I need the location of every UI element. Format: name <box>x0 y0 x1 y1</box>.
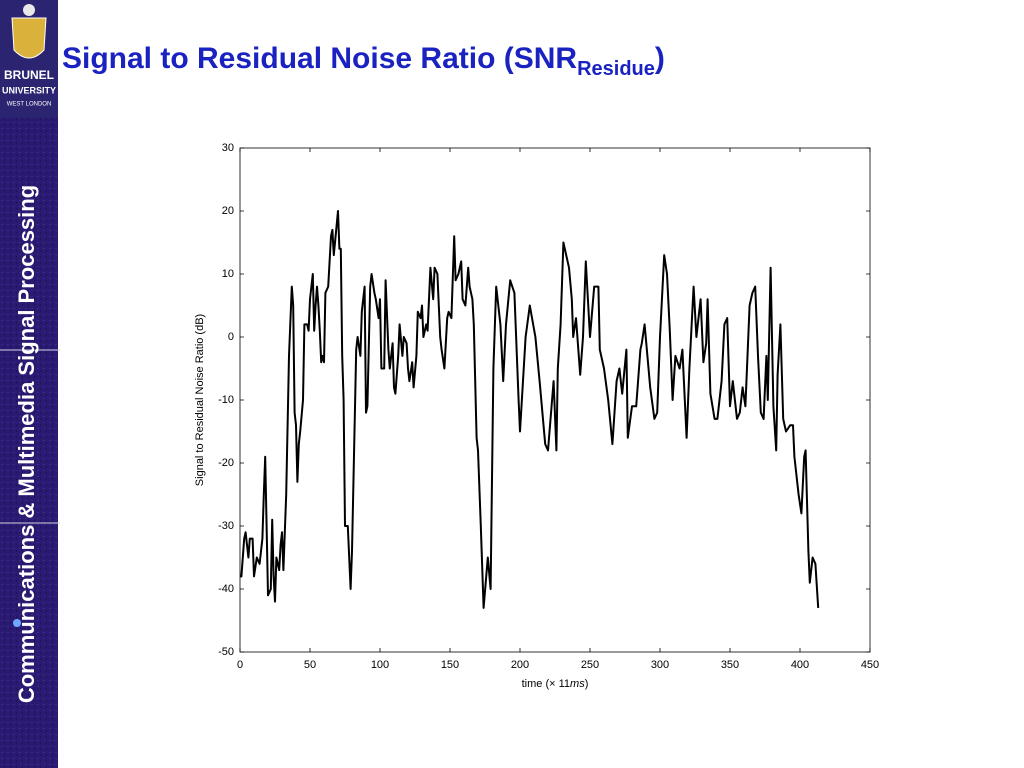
y-tick-label: 0 <box>228 331 234 343</box>
y-axis-label: Signal to Residual Noise Ratio (dB) <box>194 314 206 486</box>
x-tick-label: 200 <box>511 659 529 671</box>
x-tick-label: 50 <box>304 659 316 671</box>
x-tick-label: 450 <box>861 659 879 671</box>
logo-shield <box>11 17 47 59</box>
x-tick-label: 0 <box>237 659 243 671</box>
x-axis-label: time (× 11ms) <box>522 678 589 690</box>
sidebar <box>0 0 58 768</box>
sidebar-title: Communications & Multimedia Signal Proce… <box>14 185 39 703</box>
y-tick-label: 20 <box>222 205 234 217</box>
y-tick-label: 10 <box>222 268 234 280</box>
x-tick-label: 350 <box>721 659 739 671</box>
logo-text: BRUNEL <box>4 68 54 82</box>
y-tick-label: -20 <box>218 457 234 469</box>
x-tick-label: 150 <box>441 659 459 671</box>
y-tick-label: -40 <box>218 583 234 595</box>
y-tick-label: -30 <box>218 520 234 532</box>
logo-text: UNIVERSITY <box>2 85 56 95</box>
chart-title: Signal to Residual Noise Ratio (SNRResid… <box>62 42 665 80</box>
data-line <box>240 210 820 609</box>
x-tick-label: 100 <box>371 659 389 671</box>
x-tick-label: 250 <box>581 659 599 671</box>
bullet <box>13 619 21 627</box>
y-tick-label: -50 <box>218 646 234 658</box>
x-tick-label: 300 <box>651 659 669 671</box>
logo-crest <box>23 4 35 16</box>
x-tick-label: 400 <box>791 659 809 671</box>
y-tick-label: -10 <box>218 394 234 406</box>
y-tick-label: 30 <box>222 142 234 154</box>
logo-text: WEST LONDON <box>7 102 52 108</box>
